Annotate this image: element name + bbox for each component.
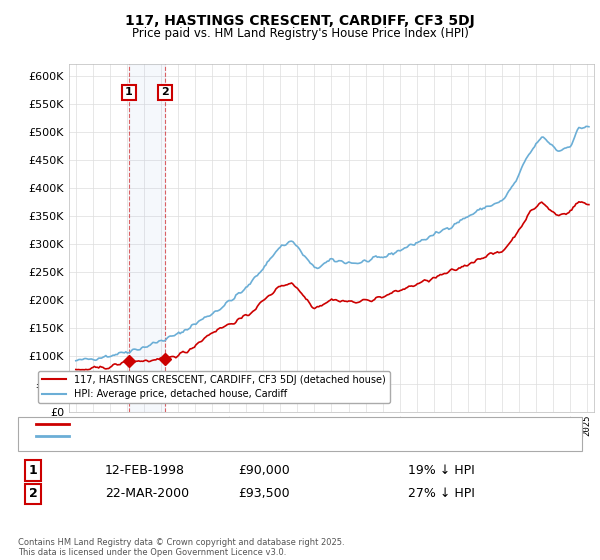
Text: 2: 2 [161,87,169,97]
Bar [129,64,165,412]
Text: 117, HASTINGS CRESCENT, CARDIFF, CF3 5DJ: 117, HASTINGS CRESCENT, CARDIFF, CF3 5DJ [125,14,475,28]
Text: 1: 1 [29,464,37,477]
Text: 1: 1 [125,87,133,97]
Legend: 117, HASTINGS CRESCENT, CARDIFF, CF3 5DJ (detached house), HPI: Average price, d: 117, HASTINGS CRESCENT, CARDIFF, CF3 5DJ… [38,371,389,403]
Text: 27% ↓ HPI: 27% ↓ HPI [408,487,475,501]
Text: 12-FEB-1998: 12-FEB-1998 [105,464,185,477]
Text: 2: 2 [29,487,37,501]
Text: 19% ↓ HPI: 19% ↓ HPI [408,464,475,477]
Text: Price paid vs. HM Land Registry's House Price Index (HPI): Price paid vs. HM Land Registry's House … [131,27,469,40]
Text: HPI: Average price, detached house, Cardiff: HPI: Average price, detached house, Card… [75,431,303,441]
Text: £93,500: £93,500 [238,487,290,501]
Text: Contains HM Land Registry data © Crown copyright and database right 2025.
This d: Contains HM Land Registry data © Crown c… [18,538,344,557]
Text: 117, HASTINGS CRESCENT, CARDIFF, CF3 5DJ (detached house): 117, HASTINGS CRESCENT, CARDIFF, CF3 5DJ… [75,419,407,429]
Text: £90,000: £90,000 [238,464,290,477]
Text: 22-MAR-2000: 22-MAR-2000 [105,487,189,501]
